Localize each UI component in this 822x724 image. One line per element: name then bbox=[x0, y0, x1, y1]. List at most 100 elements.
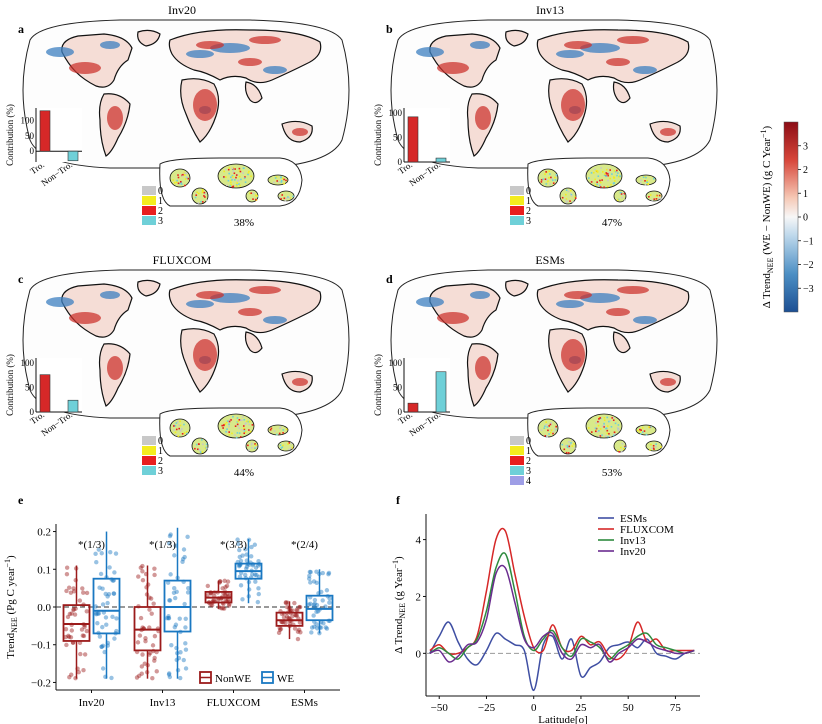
agreement-cell bbox=[236, 432, 239, 434]
agreement-cell bbox=[570, 442, 572, 444]
tropical-land bbox=[277, 440, 295, 452]
data-point bbox=[64, 642, 69, 648]
data-point bbox=[242, 572, 248, 578]
data-point bbox=[98, 571, 104, 577]
agreement-cell bbox=[610, 425, 613, 428]
negative-trend-area bbox=[416, 297, 444, 307]
agreement-cell bbox=[649, 194, 652, 196]
positive-trend-area bbox=[69, 62, 101, 74]
data-point bbox=[135, 640, 141, 645]
agreement-cell bbox=[549, 429, 552, 431]
agreement-cell bbox=[179, 430, 182, 432]
agreement-cell bbox=[230, 184, 232, 186]
agreement-cell bbox=[603, 426, 605, 428]
agreement-cell bbox=[231, 167, 234, 170]
data-point bbox=[295, 608, 300, 613]
data-point bbox=[295, 629, 301, 634]
agreement-cell bbox=[223, 176, 225, 178]
positive-trend-area bbox=[249, 286, 281, 294]
agreement-cell bbox=[646, 181, 648, 184]
data-point bbox=[78, 651, 83, 657]
agreement-cell bbox=[252, 192, 255, 195]
data-point bbox=[205, 583, 211, 589]
agreement-cell bbox=[568, 440, 570, 443]
data-point bbox=[100, 666, 106, 671]
agreement-cell bbox=[621, 442, 624, 445]
data-point bbox=[309, 625, 315, 630]
box-iqr bbox=[92, 577, 121, 635]
agreement-cell bbox=[270, 427, 273, 430]
agreement-cell bbox=[238, 432, 241, 434]
agreement-cell bbox=[549, 173, 551, 175]
contribution-tick-label: 100 bbox=[389, 108, 403, 118]
agreement-cell bbox=[183, 432, 186, 434]
agreement-cell bbox=[205, 446, 208, 449]
agreement-cell bbox=[228, 421, 230, 424]
box-we-inv20 bbox=[92, 531, 121, 681]
agreement-cell bbox=[613, 431, 616, 434]
agreement-legend-swatch bbox=[510, 206, 524, 215]
panel-title: FLUXCOM bbox=[153, 253, 212, 267]
agreement-cell bbox=[279, 444, 282, 446]
agreement-cell bbox=[235, 174, 238, 176]
agreement-cell bbox=[201, 451, 204, 453]
data-point bbox=[168, 572, 173, 577]
agreement-cell bbox=[599, 183, 601, 186]
data-point bbox=[100, 602, 106, 607]
agreement-legend-label: 3 bbox=[158, 466, 163, 477]
agreement-legend-label: 3 bbox=[526, 216, 531, 227]
agreement-cell bbox=[643, 430, 646, 432]
contribution-tick-label: 0 bbox=[398, 157, 403, 167]
y-tick-label: 0.1 bbox=[37, 564, 51, 576]
positive-trend-area bbox=[617, 36, 649, 44]
agreement-cell bbox=[180, 183, 183, 185]
data-point bbox=[211, 597, 217, 603]
data-point bbox=[237, 547, 242, 553]
data-point bbox=[281, 615, 287, 620]
agreement-cell bbox=[179, 420, 181, 423]
agreement-cell bbox=[605, 172, 608, 174]
agreement-cell bbox=[554, 176, 556, 179]
negative-trend-area bbox=[186, 300, 214, 308]
agreement-cell bbox=[231, 174, 234, 177]
tropics-inset: 44% bbox=[159, 407, 303, 479]
data-point bbox=[312, 597, 318, 603]
agreement-cell bbox=[599, 417, 601, 419]
data-point bbox=[253, 579, 258, 584]
data-point bbox=[178, 650, 183, 655]
agreement-cell bbox=[187, 177, 190, 180]
data-point bbox=[152, 633, 158, 639]
data-point bbox=[181, 657, 186, 663]
agreement-cell bbox=[654, 446, 657, 448]
agreement-cell bbox=[555, 175, 558, 177]
negative-trend-area bbox=[633, 66, 657, 74]
data-point bbox=[309, 630, 314, 635]
agreement-cell bbox=[644, 180, 646, 182]
data-point bbox=[165, 580, 171, 585]
agreement-cell bbox=[547, 180, 549, 182]
colorbar-gradient bbox=[783, 121, 799, 313]
agreement-cell bbox=[240, 178, 242, 181]
tropical-land bbox=[267, 174, 289, 186]
positive-trend-area bbox=[437, 312, 469, 324]
data-point bbox=[320, 570, 325, 576]
agreement-cell bbox=[548, 433, 550, 435]
agreement-cell bbox=[238, 183, 240, 185]
x-tick-label: −25 bbox=[478, 702, 496, 714]
agreement-cell bbox=[607, 179, 609, 182]
x-tick-label: Inv20 bbox=[79, 697, 105, 709]
agreement-cell bbox=[247, 172, 250, 175]
contribution-bar-tropical bbox=[39, 110, 51, 152]
tropical-land bbox=[191, 187, 209, 205]
panel-e-boxplot: e 0.2 0.1 0.0 −0.1 −0.2 Inv20 *(1/3) Inv13 *(1/3)… bbox=[3, 493, 340, 709]
data-point bbox=[311, 613, 316, 618]
agreement-legend-swatch bbox=[142, 196, 156, 205]
agreement-cell bbox=[620, 193, 623, 195]
data-point bbox=[80, 586, 85, 591]
data-point bbox=[139, 664, 145, 669]
data-point bbox=[109, 675, 114, 681]
data-point bbox=[64, 588, 69, 594]
legend-label: NonWE bbox=[215, 673, 251, 685]
